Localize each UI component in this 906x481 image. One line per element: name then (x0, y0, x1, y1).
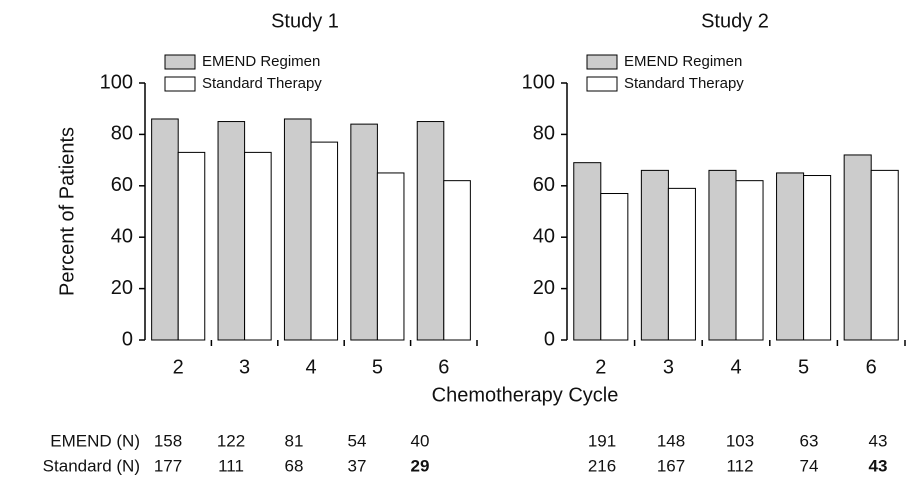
table-cell: 111 (218, 456, 244, 475)
legend-swatch (586, 76, 618, 92)
table-cell: 158 (154, 431, 182, 450)
table-cell: 122 (217, 431, 245, 450)
legend-label: EMEND Regimen (202, 53, 320, 70)
chart-title: Study 2 (701, 10, 769, 32)
legend-label: Standard Therapy (624, 75, 744, 92)
table-cell: 112 (726, 456, 753, 475)
y-tick-label: 100 (522, 71, 555, 93)
bar (640, 169, 669, 341)
bar (283, 118, 312, 341)
y-axis-label: Percent of Patients (56, 127, 78, 296)
bar (217, 121, 246, 341)
y-tick-label: 60 (533, 174, 555, 196)
x-tick-label: 4 (730, 356, 741, 378)
bar (244, 151, 272, 341)
bar (708, 169, 737, 341)
x-axis-label: Chemotherapy Cycle (432, 384, 619, 406)
bar (310, 141, 339, 341)
bar (443, 180, 471, 341)
bar (735, 180, 764, 341)
x-tick-label: 2 (173, 356, 184, 378)
table-cell: 43 (869, 431, 888, 450)
table-cell: 68 (285, 456, 304, 475)
x-tick-label: 3 (663, 356, 674, 378)
table-cell: 103 (726, 431, 754, 450)
table-cell: 40 (411, 431, 430, 450)
bar (376, 172, 405, 341)
x-tick-label: 5 (372, 356, 383, 378)
y-tick-label: 100 (100, 71, 133, 93)
bar (177, 151, 206, 341)
table-cell: 43 (869, 456, 888, 475)
bar (667, 187, 696, 341)
table-cell: 148 (657, 431, 685, 450)
y-tick-label: 40 (111, 225, 133, 247)
table-cell: 191 (588, 431, 616, 450)
y-tick-label: 80 (111, 123, 133, 145)
table-cell: 29 (411, 456, 430, 475)
y-tick-label: 20 (111, 277, 133, 299)
x-tick-label: 3 (239, 356, 250, 378)
table-cell: 37 (348, 456, 367, 475)
x-tick-label: 2 (595, 356, 606, 378)
legend-label: EMEND Regimen (624, 53, 742, 70)
table-cell: 74 (800, 456, 819, 475)
y-tick-label: 60 (111, 174, 133, 196)
x-tick-label: 4 (305, 356, 316, 378)
bar (600, 193, 629, 341)
x-tick-label: 6 (438, 356, 449, 378)
x-tick-label: 5 (798, 356, 809, 378)
y-tick-label: 20 (533, 277, 555, 299)
y-tick-label: 80 (533, 123, 555, 145)
bar (870, 169, 899, 341)
bar (776, 172, 805, 341)
bar (803, 175, 832, 341)
row-label: Standard (N) (43, 456, 140, 475)
bar (416, 121, 445, 341)
bar (573, 162, 602, 341)
x-tick-label: 6 (866, 356, 877, 378)
table-cell: 63 (800, 431, 819, 450)
table-cell: 177 (154, 456, 182, 475)
row-label: EMEND (N) (50, 431, 140, 450)
y-tick-label: 0 (122, 328, 133, 350)
bar (843, 154, 872, 341)
bar (151, 118, 179, 341)
table-cell: 167 (657, 456, 685, 475)
table-cell: 216 (588, 456, 616, 475)
chart-title: Study 1 (271, 10, 339, 32)
y-tick-label: 40 (533, 225, 555, 247)
y-tick-label: 0 (544, 328, 555, 350)
legend-swatch (164, 54, 196, 70)
bar (350, 123, 378, 341)
legend-swatch (164, 76, 196, 92)
table-cell: 54 (348, 431, 367, 450)
table-cell: 81 (285, 431, 304, 450)
legend-swatch (586, 54, 618, 70)
legend-label: Standard Therapy (202, 75, 322, 92)
